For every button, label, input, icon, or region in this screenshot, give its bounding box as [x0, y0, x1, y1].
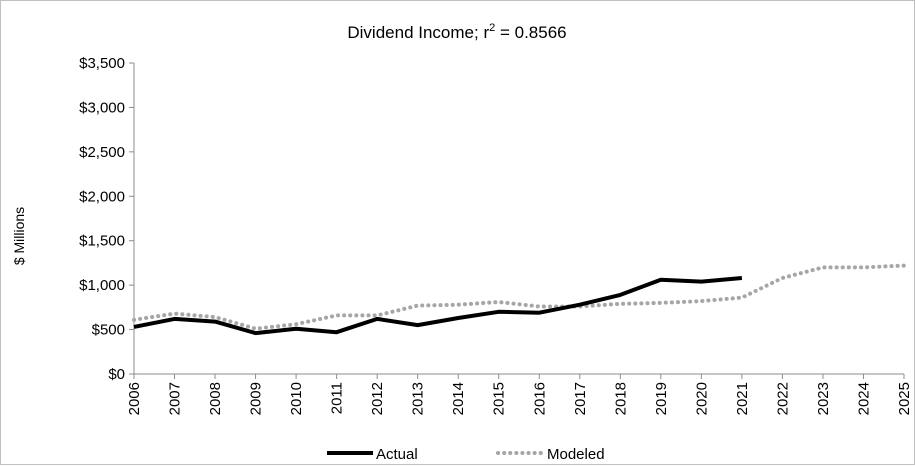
- x-tick-label: 2017: [572, 382, 589, 415]
- x-tick-label: 2015: [491, 382, 508, 415]
- legend-label-actual: Actual: [376, 446, 418, 463]
- x-axis: 2006 2007 2008 2009 2010 2011 2012 2013 2014 2015…: [126, 373, 913, 415]
- chart-title-prefix: Dividend Income; r: [347, 23, 489, 42]
- x-tick-label: 2021: [734, 382, 751, 415]
- x-tick-label: 2024: [855, 382, 872, 415]
- x-tick-label: 2013: [410, 382, 427, 415]
- y-axis: $0 $500 $1,000 $1,500 $2,000 $2,500 $3,000 $3,5…: [79, 55, 135, 383]
- legend: Actual Modeled: [327, 446, 605, 463]
- y-tick-label: $2,000: [79, 188, 125, 205]
- series-layer: [132, 263, 906, 336]
- y-tick-label: $1,000: [79, 277, 125, 294]
- x-tick-label: 2010: [288, 382, 305, 415]
- x-tick-label: 2014: [450, 382, 467, 415]
- x-tick-label: 2016: [531, 382, 548, 415]
- x-tick-label: 2023: [815, 382, 832, 415]
- chart-title-suffix: = 0.8566: [495, 23, 566, 42]
- y-tick-label: $3,500: [79, 55, 125, 72]
- y-tick-label: $3,000: [79, 99, 125, 116]
- x-tick-label: 2009: [248, 382, 265, 415]
- x-tick-label: 2025: [896, 382, 913, 415]
- series-line-actual: [133, 276, 743, 336]
- x-tick-label: 2019: [653, 382, 670, 415]
- y-tick-label: $1,500: [79, 233, 125, 250]
- x-tick-label: 2020: [693, 382, 710, 415]
- y-tick-label: $500: [92, 322, 125, 339]
- x-tick-label: 2007: [167, 382, 184, 415]
- chart-title: Dividend Income; r2 = 0.8566: [347, 22, 566, 42]
- series-line-modeled: [132, 263, 906, 331]
- x-tick-label: 2008: [207, 382, 224, 415]
- chart-title-superscript: 2: [489, 22, 495, 34]
- x-tick-label: 2011: [329, 382, 346, 414]
- y-axis-label: $ Millions: [11, 207, 27, 265]
- x-tick-label: 2022: [774, 382, 791, 415]
- y-tick-label: $2,500: [79, 144, 125, 161]
- x-tick-label: 2018: [612, 382, 629, 415]
- x-tick-label: 2012: [369, 382, 386, 415]
- legend-label-modeled: Modeled: [547, 446, 605, 463]
- y-tick-label: $0: [108, 366, 125, 383]
- x-tick-label: 2006: [126, 382, 143, 415]
